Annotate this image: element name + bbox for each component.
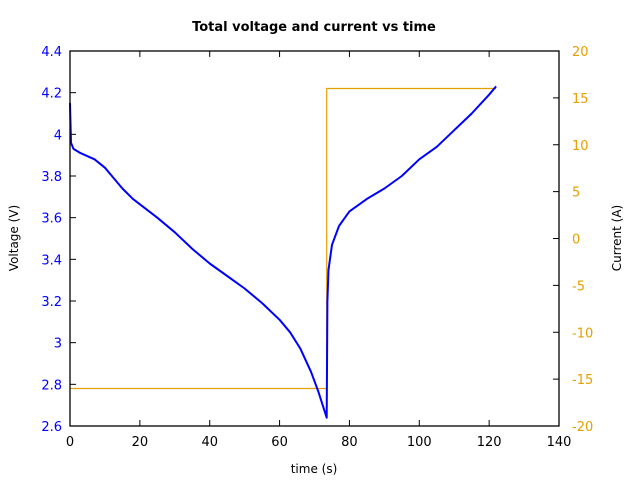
y2-tick-label: 10 xyxy=(572,139,589,154)
current-series xyxy=(70,87,497,390)
x-axis-label: time (s) xyxy=(291,462,338,476)
y2-tick-label: -20 xyxy=(572,420,593,435)
y-axis-right: -20 -15 -10 -5 0 5 10 15 20 xyxy=(553,45,593,435)
y-tick-label: 4 xyxy=(54,128,62,143)
y-tick-label: 3.6 xyxy=(41,212,62,227)
y2-axis-label: Current (A) xyxy=(610,205,624,271)
y-tick-label: 2.8 xyxy=(41,378,62,393)
x-tick-label: 100 xyxy=(407,435,432,450)
voltage-series xyxy=(69,85,497,419)
y-tick-label: 3.4 xyxy=(41,253,62,268)
x-tick-label: 0 xyxy=(66,435,74,450)
y-axis-left: 2.6 2.8 3 3.2 3.4 3.6 3.8 4 4.2 4.4 xyxy=(41,45,76,435)
y-tick-label: 2.6 xyxy=(41,420,62,435)
y-tick-label: 3.8 xyxy=(41,170,62,185)
y-axis-label: Voltage (V) xyxy=(7,205,21,271)
chart-title: Total voltage and current vs time xyxy=(192,20,436,35)
y2-tick-label: 0 xyxy=(572,233,580,248)
y2-tick-label: 15 xyxy=(572,92,589,107)
x-tick-label: 60 xyxy=(271,435,288,450)
plot-frame xyxy=(69,50,560,427)
y-tick-label: 3.2 xyxy=(41,295,62,310)
y2-tick-label: -10 xyxy=(572,326,593,341)
y2-tick-label: 20 xyxy=(572,45,589,60)
current-line xyxy=(70,87,497,390)
x-axis: 0 20 40 60 80 100 120 140 xyxy=(66,51,572,450)
y-tick-label: 4.2 xyxy=(41,87,62,102)
y2-tick-label: -5 xyxy=(572,279,585,294)
x-tick-label: 140 xyxy=(547,435,572,450)
y2-tick-label: 5 xyxy=(572,186,580,201)
y-tick-label: 4.4 xyxy=(41,45,62,60)
x-tick-label: 40 xyxy=(201,435,218,450)
x-tick-label: 20 xyxy=(132,435,149,450)
x-tick-label: 120 xyxy=(477,435,502,450)
x-tick-label: 80 xyxy=(341,435,358,450)
voltage-line xyxy=(69,85,497,419)
y-tick-label: 3 xyxy=(54,337,62,352)
y2-tick-label: -15 xyxy=(572,373,593,388)
